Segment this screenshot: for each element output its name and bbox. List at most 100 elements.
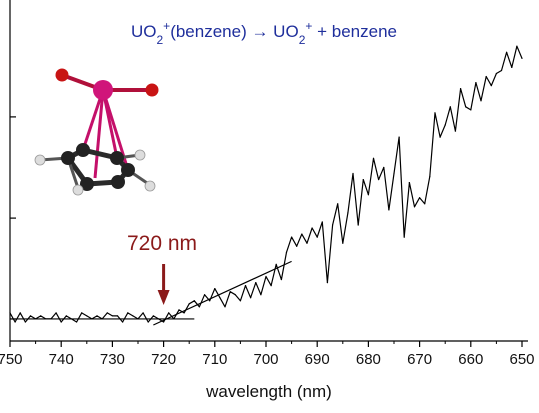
x-tick-label: 650 xyxy=(509,351,534,368)
data-point xyxy=(357,224,359,226)
data-point xyxy=(14,321,16,323)
data-point xyxy=(29,315,32,317)
data-point xyxy=(516,45,518,47)
data-point xyxy=(168,312,170,314)
axes: 750 740 730 720 710 700 690 680 670 660 650 xyxy=(0,0,535,368)
data-point xyxy=(321,221,323,223)
data-point xyxy=(116,315,119,317)
data-point xyxy=(234,294,236,296)
data-point xyxy=(429,175,431,178)
data-point xyxy=(301,233,303,235)
data-point xyxy=(81,312,83,314)
data-point xyxy=(55,312,57,314)
x-tick-label: 740 xyxy=(49,351,74,368)
annotation-arrow-head xyxy=(157,290,170,305)
data-point xyxy=(490,85,492,87)
data-point xyxy=(378,178,380,181)
data-point xyxy=(45,318,47,320)
data-point xyxy=(280,278,282,281)
annotation-arrow xyxy=(157,264,170,305)
data-point xyxy=(444,124,446,126)
data-point xyxy=(372,157,375,159)
data-point xyxy=(224,306,226,308)
x-tick-label: 720 xyxy=(151,351,176,368)
data-point xyxy=(485,75,487,78)
data-point xyxy=(209,300,211,302)
data-point xyxy=(70,318,73,320)
data-point xyxy=(40,315,42,317)
data-point xyxy=(521,57,523,59)
data-point xyxy=(296,245,298,247)
x-tick-label: 700 xyxy=(253,351,278,368)
data-point xyxy=(152,315,154,317)
data-point xyxy=(403,236,405,238)
data-point xyxy=(250,297,252,299)
data-point xyxy=(137,318,139,320)
data-point xyxy=(265,275,267,278)
data-point xyxy=(326,281,329,284)
data-point xyxy=(75,321,78,323)
data-point xyxy=(203,294,206,296)
data-point xyxy=(454,130,457,132)
data-point xyxy=(459,88,462,90)
plot-area xyxy=(9,45,523,326)
data-point xyxy=(101,318,103,320)
data-point xyxy=(163,321,165,323)
data-point xyxy=(260,294,262,296)
data-point xyxy=(244,285,247,287)
data-point xyxy=(434,112,436,114)
data-point xyxy=(352,172,354,175)
data-point xyxy=(342,242,344,244)
data-point xyxy=(24,321,26,323)
x-tick-label: 730 xyxy=(100,351,125,368)
data-point xyxy=(311,227,313,229)
data-point xyxy=(419,197,421,199)
data-point xyxy=(188,303,190,305)
data-point xyxy=(306,242,308,244)
data-point xyxy=(470,109,472,111)
data-point xyxy=(331,224,334,226)
x-tick-label: 680 xyxy=(356,351,381,368)
data-point xyxy=(127,312,129,314)
data-point xyxy=(60,321,62,323)
chart-title: UO2+(benzene) → UO2+ + benzene xyxy=(131,19,397,47)
data-point xyxy=(270,285,272,287)
data-point xyxy=(198,306,201,308)
data-point xyxy=(50,318,52,320)
data-point xyxy=(495,72,497,75)
data-point xyxy=(506,51,508,53)
data-point xyxy=(465,106,467,108)
data-point xyxy=(275,263,277,265)
annotation-label: 720 nm xyxy=(127,232,197,255)
x-tick-label: 670 xyxy=(407,351,432,368)
molecule-structure-icon xyxy=(34,68,159,196)
data-point xyxy=(347,212,349,214)
data-point xyxy=(424,203,426,205)
data-point xyxy=(413,206,416,208)
data-point xyxy=(106,312,108,314)
data-point xyxy=(408,181,410,184)
x-tick-label: 710 xyxy=(202,351,227,368)
data-point xyxy=(316,236,318,238)
data-point xyxy=(255,281,257,284)
data-point xyxy=(147,321,149,323)
data-point xyxy=(388,209,390,211)
x-axis-label: wavelength (nm) xyxy=(205,382,332,401)
data-point xyxy=(96,315,98,317)
data-point xyxy=(111,315,113,317)
data-point xyxy=(65,315,67,317)
data-point xyxy=(229,291,231,293)
data-point xyxy=(449,106,451,108)
data-point xyxy=(285,251,288,253)
data-point xyxy=(511,66,513,69)
data-point xyxy=(173,318,175,320)
x-tick-label: 750 xyxy=(0,351,23,368)
data-point xyxy=(383,166,385,169)
data-point xyxy=(367,194,369,196)
data-point xyxy=(142,312,144,314)
data-point xyxy=(157,318,160,320)
data-point xyxy=(178,309,180,311)
data-point xyxy=(239,300,241,302)
